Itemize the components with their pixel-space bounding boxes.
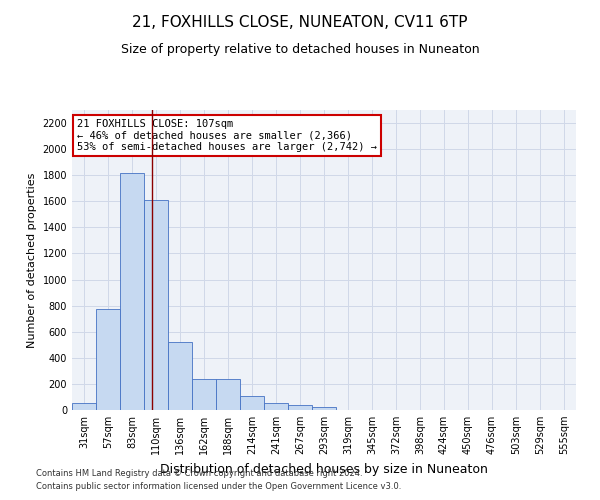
Text: Contains HM Land Registry data © Crown copyright and database right 2024.: Contains HM Land Registry data © Crown c…: [36, 468, 362, 477]
Text: Contains public sector information licensed under the Open Government Licence v3: Contains public sector information licen…: [36, 482, 401, 491]
Bar: [72, 404, 96, 410]
Bar: [216, 380, 240, 410]
Bar: [264, 403, 288, 410]
Bar: [96, 309, 120, 410]
Bar: [312, 408, 336, 410]
Bar: [240, 396, 264, 410]
Text: 21 FOXHILLS CLOSE: 107sqm
← 46% of detached houses are smaller (2,366)
53% of se: 21 FOXHILLS CLOSE: 107sqm ← 46% of detac…: [77, 119, 377, 152]
Bar: [120, 172, 144, 410]
Text: 21, FOXHILLS CLOSE, NUNEATON, CV11 6TP: 21, FOXHILLS CLOSE, NUNEATON, CV11 6TP: [132, 15, 468, 30]
X-axis label: Distribution of detached houses by size in Nuneaton: Distribution of detached houses by size …: [160, 462, 488, 475]
Y-axis label: Number of detached properties: Number of detached properties: [27, 172, 37, 348]
Bar: [192, 378, 216, 410]
Text: Size of property relative to detached houses in Nuneaton: Size of property relative to detached ho…: [121, 42, 479, 56]
Bar: [168, 342, 192, 410]
Bar: [288, 405, 312, 410]
Bar: [144, 200, 168, 410]
